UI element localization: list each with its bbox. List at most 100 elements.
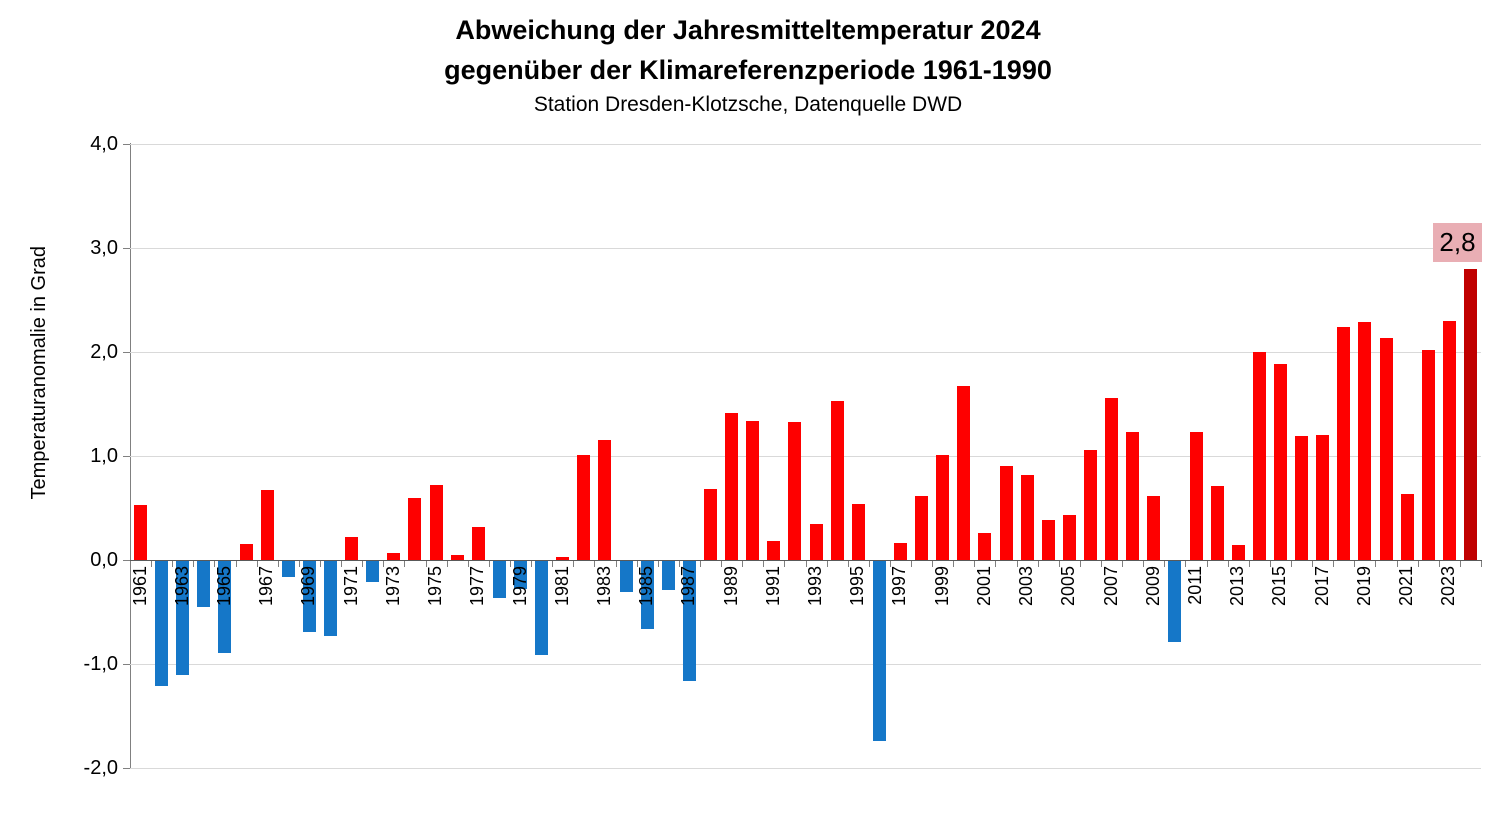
x-axis-tick xyxy=(1101,561,1103,567)
x-axis-tick xyxy=(995,561,997,567)
x-axis-tick xyxy=(1037,561,1039,567)
x-tick-label-2017: 2017 xyxy=(1311,566,1332,607)
bar-1983 xyxy=(598,440,612,560)
bar-1985 xyxy=(640,561,654,629)
x-axis-tick xyxy=(911,561,913,567)
x-axis-tick xyxy=(298,561,300,567)
x-axis-tick xyxy=(214,561,216,567)
x-axis-tick xyxy=(1291,561,1293,567)
x-axis-tick xyxy=(889,561,891,567)
y-axis-tick xyxy=(123,248,130,249)
x-tick-label-1977: 1977 xyxy=(467,566,488,607)
bar-2006 xyxy=(1083,449,1097,560)
x-tick-label-2011: 2011 xyxy=(1185,566,1206,605)
x-tick-label-2021: 2021 xyxy=(1396,566,1417,607)
bar-2003 xyxy=(1020,474,1034,560)
x-tick-label-1969: 1969 xyxy=(298,566,319,607)
x-axis-tick xyxy=(1481,561,1482,567)
x-tick-label-2007: 2007 xyxy=(1100,566,1121,607)
bar-2017 xyxy=(1316,435,1330,560)
bar-1976 xyxy=(450,554,464,560)
x-tick-label-2001: 2001 xyxy=(973,566,994,607)
gridline--2,0 xyxy=(130,768,1481,769)
bar-2009 xyxy=(1147,495,1161,560)
bar-1990 xyxy=(746,420,760,560)
x-axis-tick xyxy=(826,561,828,567)
bar-1987 xyxy=(682,561,696,681)
x-axis-tick xyxy=(594,561,596,567)
x-axis-tick xyxy=(721,561,723,567)
x-axis-tick xyxy=(531,561,533,567)
x-axis-tick xyxy=(319,561,321,567)
x-axis-tick xyxy=(467,561,469,567)
x-tick-label-1961: 1961 xyxy=(129,566,150,607)
bar-1972 xyxy=(366,561,380,582)
bar-1984 xyxy=(619,561,633,593)
y-axis-tick xyxy=(123,664,130,665)
x-axis-tick xyxy=(256,561,258,567)
x-tick-label-1963: 1963 xyxy=(171,566,192,607)
x-axis-tick xyxy=(974,561,976,567)
gridline-3,0 xyxy=(130,248,1481,249)
x-axis-tick xyxy=(1438,561,1440,567)
x-axis-tick xyxy=(868,561,870,567)
y-tick-label: 0,0 xyxy=(90,549,118,571)
bar-2018 xyxy=(1337,327,1351,560)
chart-subtitle: Station Dresden-Klotzsche, Datenquelle D… xyxy=(533,93,963,116)
x-axis-tick xyxy=(151,561,153,567)
x-axis-tick xyxy=(953,561,955,567)
x-axis-tick xyxy=(1143,561,1145,567)
x-axis-tick xyxy=(1122,561,1124,567)
x-tick-label-1985: 1985 xyxy=(636,566,657,607)
chart-title-line2: gegenüber der Klimareferenzperiode 1961-… xyxy=(444,55,1052,85)
bar-1969 xyxy=(302,561,316,632)
bar-1977 xyxy=(471,526,485,560)
bar-1997 xyxy=(893,543,907,560)
x-tick-label-1967: 1967 xyxy=(256,566,277,607)
bar-1996 xyxy=(872,561,886,741)
bar-1989 xyxy=(725,413,739,560)
bar-1994 xyxy=(830,400,844,560)
x-axis-tick xyxy=(657,561,659,567)
x-axis-tick xyxy=(1058,561,1060,567)
x-axis-tick xyxy=(1354,561,1356,567)
bar-1965 xyxy=(218,561,232,653)
x-axis-tick xyxy=(1079,561,1081,567)
y-axis-tick xyxy=(123,456,130,457)
x-axis-tick xyxy=(1185,561,1187,567)
y-axis-tick xyxy=(123,560,130,561)
x-tick-label-2003: 2003 xyxy=(1016,566,1037,607)
x-axis-tick xyxy=(1248,561,1250,567)
x-tick-label-1971: 1971 xyxy=(340,566,361,607)
bar-1999 xyxy=(936,454,950,560)
x-axis-tick xyxy=(404,561,406,567)
x-axis-tick xyxy=(1269,561,1271,567)
x-axis-tick xyxy=(235,561,237,567)
x-axis-tick xyxy=(362,561,364,567)
x-tick-label-1993: 1993 xyxy=(805,566,826,607)
x-axis-tick xyxy=(784,561,786,567)
x-axis-tick xyxy=(678,561,680,567)
bar-1995 xyxy=(851,503,865,560)
x-axis-tick xyxy=(1459,561,1461,567)
bar-1971 xyxy=(345,537,359,560)
bar-2014 xyxy=(1252,352,1266,560)
x-tick-label-1987: 1987 xyxy=(678,566,699,607)
x-axis-tick xyxy=(699,561,701,567)
x-tick-label-1981: 1981 xyxy=(551,566,572,607)
x-axis-tick xyxy=(847,561,849,567)
bar-2013 xyxy=(1231,545,1245,560)
bar-1973 xyxy=(387,552,401,560)
x-axis-tick xyxy=(1396,561,1398,567)
x-axis-tick xyxy=(172,561,174,567)
bar-2008 xyxy=(1126,432,1140,560)
x-tick-label-1991: 1991 xyxy=(762,566,783,607)
x-axis-tick xyxy=(932,561,934,567)
y-tick-label: 3,0 xyxy=(90,237,118,259)
x-tick-label-1975: 1975 xyxy=(425,566,446,607)
bar-1998 xyxy=(915,495,929,560)
bar-2007 xyxy=(1105,397,1119,560)
bar-1993 xyxy=(809,523,823,560)
x-axis-tick xyxy=(1227,561,1229,567)
x-tick-label-1965: 1965 xyxy=(213,566,234,607)
